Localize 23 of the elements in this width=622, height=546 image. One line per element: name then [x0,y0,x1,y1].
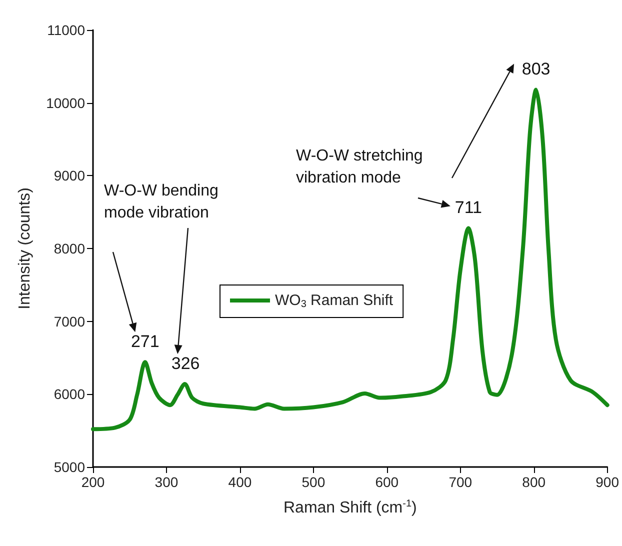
annotation: W-O-W bending mode vibration [104,182,218,222]
x-tick-label: 900 [596,474,620,490]
line-series [91,88,610,432]
x-tick-label: 800 [522,474,546,490]
x-tick-label: 500 [302,474,326,490]
annotation: 271 [130,332,160,352]
annotation: 803 [522,60,550,79]
y-tick-label: 10000 [46,94,86,111]
x-tick-label: 600 [375,474,399,490]
y-tick-label: 11000 [47,22,86,38]
annotation: W-O-W stretching vibration mode [296,148,423,186]
y-tick-label: 9000 [54,168,86,184]
x-tick-label: 300 [154,474,178,490]
y-tick-label: 6000 [54,386,86,402]
annotation: 711 [454,198,482,218]
y-tick-label: 7000 [54,313,86,330]
annotation: 326 [171,354,200,373]
x-tick-label: 700 [448,474,472,490]
y-tick-label: 5000 [54,459,86,475]
x-tick-label: 200 [81,474,105,490]
y-axis-title: Intensity (counts) [16,188,34,310]
y-tick-label: 8000 [54,240,86,256]
x-tick-label: 400 [228,474,252,490]
